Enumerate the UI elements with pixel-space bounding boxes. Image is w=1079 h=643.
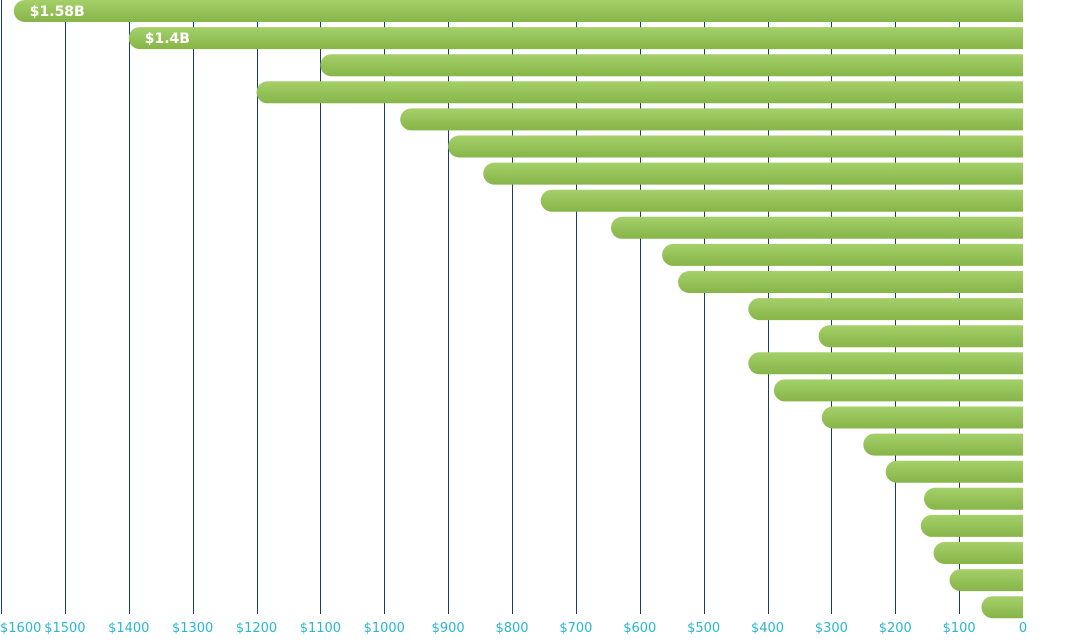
x-tick-label: $1100 xyxy=(300,621,341,636)
bar xyxy=(678,271,1023,293)
bar xyxy=(662,243,1023,266)
bar xyxy=(13,0,1023,22)
bar xyxy=(611,216,1023,239)
x-tick-label: $1500 xyxy=(44,621,85,636)
x-axis-tick-labels: $1600 $1500 $1400 $1300 $1200 $1100 $1000 $900 $… xyxy=(0,621,1027,636)
bar xyxy=(128,27,1023,50)
bar xyxy=(483,162,1023,185)
bar xyxy=(256,81,1024,104)
x-tick-label: $200 xyxy=(879,621,912,636)
x-tick-label: $100 xyxy=(943,621,976,636)
bar xyxy=(821,406,1023,429)
bar-value-label: $1.58B xyxy=(30,4,85,20)
bar xyxy=(981,596,1023,619)
bar xyxy=(540,189,1023,212)
bar xyxy=(773,379,1023,402)
bar xyxy=(748,352,1023,375)
x-tick-label: $300 xyxy=(815,621,848,636)
bars xyxy=(13,0,1024,619)
x-tick-label: $900 xyxy=(432,621,465,636)
x-tick-label: $500 xyxy=(687,621,720,636)
x-tick-label: $1200 xyxy=(236,621,277,636)
bar xyxy=(949,569,1023,592)
bar xyxy=(448,135,1023,158)
bar xyxy=(920,514,1023,537)
x-tick-label: $1000 xyxy=(364,621,405,636)
bar xyxy=(885,460,1023,483)
x-tick-label: 0 xyxy=(1019,621,1027,636)
bar xyxy=(400,108,1023,131)
bar-value-label: $1.4B xyxy=(145,31,190,47)
bar xyxy=(923,487,1023,510)
x-tick-label: $400 xyxy=(751,621,784,636)
bar-value-labels: $1.58B $1.4B xyxy=(30,4,190,47)
bar xyxy=(863,433,1023,456)
x-tick-label: $1400 xyxy=(108,621,149,636)
bar xyxy=(748,298,1023,321)
x-tick-label: $700 xyxy=(559,621,592,636)
x-tick-label: $600 xyxy=(623,621,656,636)
x-tick-label: $800 xyxy=(495,621,528,636)
bar xyxy=(933,542,1023,564)
x-tick-label: $1300 xyxy=(172,621,213,636)
bar xyxy=(320,54,1023,77)
bar xyxy=(818,325,1023,348)
x-tick-label: $1600 xyxy=(0,621,41,636)
